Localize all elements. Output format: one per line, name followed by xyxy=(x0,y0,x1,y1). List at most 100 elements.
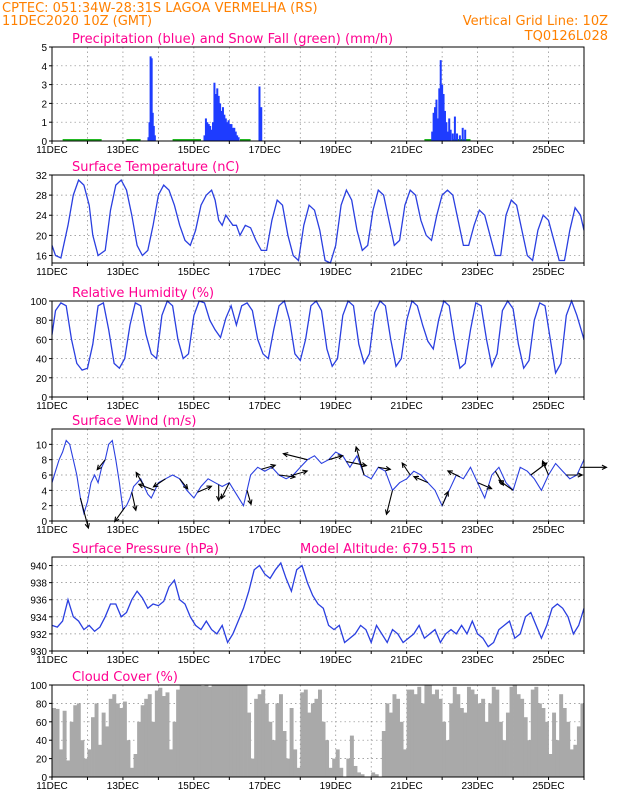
wind-arrow-head xyxy=(113,516,120,523)
cloud-bar xyxy=(250,758,255,777)
cloud-bar xyxy=(410,689,415,777)
cloud-bar xyxy=(534,686,539,777)
x-tick-label: 17DEC xyxy=(249,145,281,156)
cloud-bar xyxy=(474,694,478,777)
panel-frame xyxy=(51,684,585,778)
precip-bar xyxy=(446,131,449,141)
wind-arrow xyxy=(220,482,230,499)
vertical-grid-note: Vertical Grid Line: 10Z xyxy=(463,14,608,29)
cloud-bar xyxy=(158,687,163,777)
cloud-bar xyxy=(310,703,315,777)
wind-arrow-head xyxy=(443,490,449,497)
precip-bar xyxy=(445,122,448,141)
cloud-bar xyxy=(83,758,88,777)
cloud-bar xyxy=(303,689,308,777)
cloud-bar xyxy=(229,685,234,777)
precip-bar xyxy=(213,82,216,141)
cloud-bar xyxy=(130,767,134,777)
cloud-bar xyxy=(247,712,252,777)
x-tick-label: 25DEC xyxy=(532,781,564,792)
x-tick-label: 17DEC xyxy=(249,267,281,278)
cloud-bar xyxy=(502,740,507,777)
cloud-bar xyxy=(541,708,546,777)
cloud-bar xyxy=(420,703,425,777)
cloud-bar xyxy=(346,758,351,777)
precip-bar xyxy=(236,135,239,141)
cloud-bar xyxy=(325,740,330,777)
panel-title: Surface Pressure (hPa) xyxy=(72,542,219,557)
wind-arrow xyxy=(355,446,365,476)
series-line xyxy=(51,299,585,375)
precip-bar xyxy=(234,131,237,141)
cloud-bar xyxy=(215,685,220,777)
cloud-bar xyxy=(87,749,92,777)
y-tick-label: 100 xyxy=(30,297,47,308)
cloud-bar xyxy=(154,690,159,777)
wind-arrow-head xyxy=(385,465,392,472)
cloud-bar xyxy=(91,717,95,777)
cloud-bar xyxy=(169,749,173,777)
cloud-bar xyxy=(349,735,354,777)
wind-arrow-head xyxy=(601,464,608,471)
precip-bar xyxy=(431,131,434,141)
cloud-bar xyxy=(254,698,259,777)
cloud-bar xyxy=(66,760,71,777)
cloud-bar xyxy=(403,749,408,777)
precip-bar xyxy=(432,112,435,141)
cloud-bar xyxy=(314,698,319,777)
x-tick-label: 21DEC xyxy=(391,525,423,536)
x-tick-label: 13DEC xyxy=(107,145,139,156)
cloud-bar xyxy=(211,685,216,777)
wind-arrow xyxy=(401,462,411,476)
cloud-bar xyxy=(126,740,131,777)
cloud-bar xyxy=(300,692,305,777)
precip-bar xyxy=(204,118,207,141)
cloud-bar xyxy=(98,744,103,777)
y-tick-label: 24 xyxy=(36,211,48,222)
panel-frame xyxy=(51,174,585,264)
cloud-bar xyxy=(119,708,124,777)
y-tick-label: 932 xyxy=(30,630,47,641)
cloud-bar xyxy=(261,689,266,777)
precip-bar xyxy=(223,114,226,141)
cloud-bar xyxy=(555,740,560,777)
y-tick-label: 936 xyxy=(30,596,47,607)
cloud-bar xyxy=(527,740,532,777)
wind-arrow xyxy=(346,461,367,467)
wind-arrow xyxy=(261,464,276,470)
cloud-bar xyxy=(406,689,411,777)
wind-arrow-head xyxy=(401,461,407,469)
cloud-bar xyxy=(381,731,386,777)
y-tick-label: 80 xyxy=(36,316,48,327)
x-tick-label: 13DEC xyxy=(107,655,139,666)
y-tick-label: 60 xyxy=(36,718,48,729)
cloud-bar xyxy=(275,703,280,777)
cloud-bar xyxy=(544,721,549,777)
y-tick-label: 8 xyxy=(41,456,47,467)
cloud-bar xyxy=(59,749,64,777)
x-tick-label: 25DEC xyxy=(532,267,564,278)
x-tick-label: 17DEC xyxy=(249,655,281,666)
cloud-bar xyxy=(239,685,244,777)
y-tick-label: 938 xyxy=(30,579,47,590)
wind-arrow-head xyxy=(384,509,391,516)
wind-arrow-head xyxy=(446,470,453,476)
cloud-cover-panel: Cloud Cover (%) 0 20 40 60 80 100 11DEC 13DEC 15D… xyxy=(30,670,585,792)
precip-bar xyxy=(439,60,442,141)
series-line xyxy=(51,439,585,516)
x-tick-label: 21DEC xyxy=(391,781,423,792)
wind-arrow xyxy=(197,485,212,493)
cloud-bar xyxy=(562,708,567,777)
cloud-bar xyxy=(449,703,454,777)
wind-arrow xyxy=(542,460,550,476)
cloud-bar xyxy=(282,731,287,777)
wind-arrow-head xyxy=(412,475,419,481)
x-tick-label: 13DEC xyxy=(107,781,139,792)
cloud-bar xyxy=(516,694,521,777)
precip-bar xyxy=(229,124,232,141)
cloud-bar xyxy=(183,685,188,777)
cloud-bar xyxy=(576,726,581,777)
precip-bar xyxy=(438,88,441,141)
cloud-bar xyxy=(477,703,482,777)
x-tick-label: 23DEC xyxy=(461,655,493,666)
